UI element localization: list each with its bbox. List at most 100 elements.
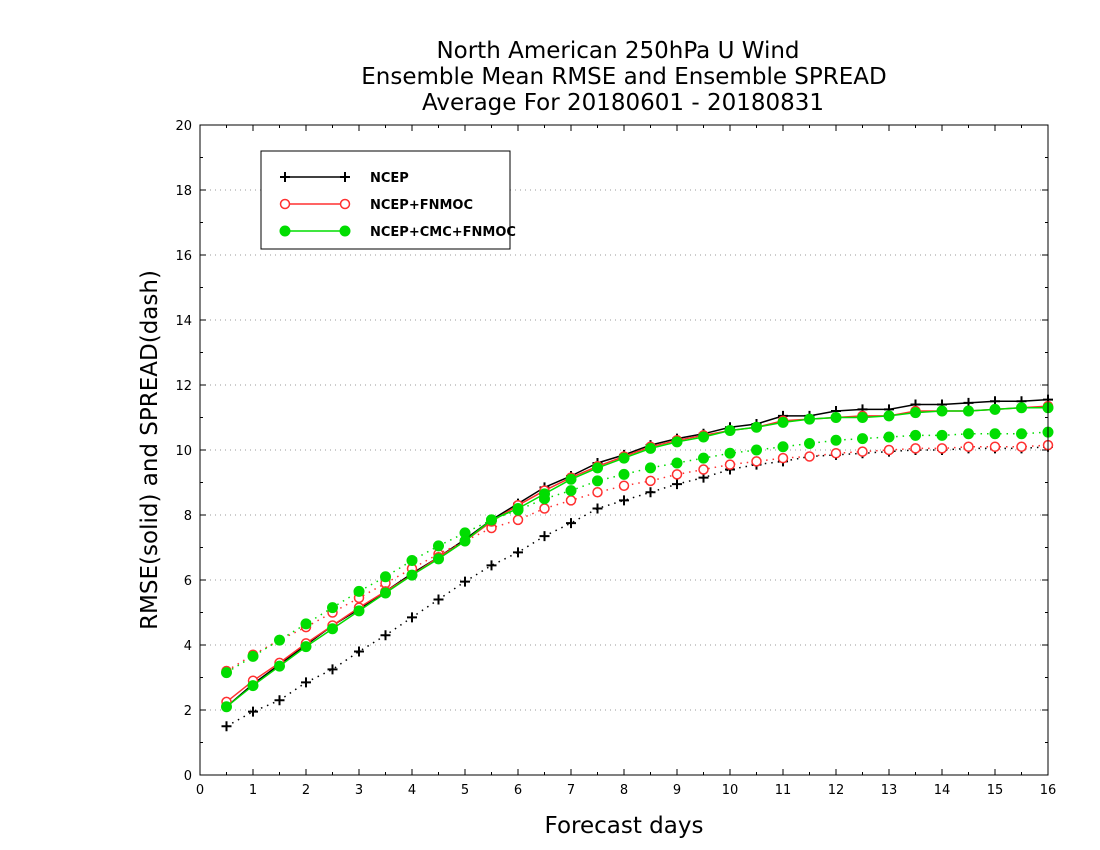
point-ncep-cmc-fnmoc-rmse: [592, 462, 603, 474]
point-ncep-cmc-fnmoc-rmse: [406, 569, 418, 581]
point-ncep-fnmoc-spread: [830, 448, 842, 459]
x-tick-label-2: 2: [302, 783, 310, 798]
x-tick-label-13: 13: [881, 783, 898, 798]
point-ncep-cmc-fnmoc-rmse: [698, 431, 709, 443]
point-ncep-cmc-fnmoc-rmse: [1016, 402, 1027, 414]
point-ncep-fnmoc-spread: [724, 459, 736, 470]
point-ncep-cmc-fnmoc-rmse: [777, 416, 789, 428]
x-tick-label-5: 5: [461, 783, 469, 798]
point-ncep-cmc-fnmoc-rmse: [645, 442, 656, 454]
point-ncep-cmc-fnmoc-spread: [565, 485, 577, 497]
point-ncep-spread: [539, 531, 550, 542]
x-tick-label-12: 12: [828, 783, 845, 798]
x-tick-label-14: 14: [934, 783, 951, 798]
point-ncep-cmc-fnmoc-spread: [751, 444, 762, 456]
point-ncep-cmc-fnmoc-spread: [804, 438, 815, 449]
y-axis-ticks: 0 2 4 6 8 10 12 14 16 18 20: [175, 119, 1048, 784]
legend-label-ncep-cmc-fnmoc: NCEP+CMC+FNMOC: [370, 225, 516, 240]
point-ncep-cmc-fnmoc-rmse: [433, 553, 444, 565]
point-ncep-fnmoc-spread: [645, 475, 656, 487]
point-ncep-spread: [433, 594, 444, 605]
y-tick-label-2: 2: [184, 704, 192, 719]
point-ncep-cmc-fnmoc-spread: [936, 429, 948, 441]
legend: NCEP NCEP+FNMOC NCEP+CMC+FNMOC: [260, 150, 516, 250]
legend-label-ncep-fnmoc: NCEP+FNMOC: [370, 198, 473, 213]
point-ncep-cmc-fnmoc-spread: [910, 429, 921, 441]
point-ncep-cmc-fnmoc-rmse: [380, 587, 391, 599]
series-ncep-spread-line: [226, 446, 1049, 727]
point-ncep-spread: [248, 706, 258, 717]
x-tick-label-3: 3: [355, 783, 363, 798]
legend-marker-end-ncep: [340, 172, 350, 182]
y-tick-label-18: 18: [175, 184, 192, 199]
point-ncep-cmc-fnmoc-rmse: [671, 436, 683, 448]
point-ncep-cmc-fnmoc-spread: [592, 475, 603, 487]
y-tick-label-14: 14: [175, 314, 192, 329]
point-ncep-cmc-fnmoc-spread: [777, 441, 789, 453]
point-ncep-cmc-fnmoc-rmse: [353, 605, 365, 617]
chart-title-line-3: Average For 20180601 - 20180831: [422, 90, 824, 116]
point-ncep-cmc-fnmoc-rmse: [804, 413, 815, 425]
point-ncep-fnmoc-spread: [777, 452, 789, 464]
point-ncep-cmc-fnmoc-rmse: [300, 641, 312, 653]
y-tick-label-12: 12: [175, 379, 192, 394]
point-ncep-cmc-fnmoc-rmse: [936, 405, 948, 417]
x-tick-label-8: 8: [620, 783, 628, 798]
point-ncep-spread: [301, 677, 311, 688]
point-ncep-fnmoc-spread: [1016, 441, 1027, 452]
point-ncep-cmc-fnmoc-rmse: [989, 403, 1001, 415]
point-ncep-cmc-fnmoc-rmse: [724, 425, 736, 436]
x-tick-label-15: 15: [987, 783, 1004, 798]
point-ncep-fnmoc-spread: [592, 487, 603, 498]
y-tick-label-20: 20: [175, 119, 192, 134]
point-ncep-fnmoc-spread: [565, 495, 577, 506]
point-ncep-cmc-fnmoc-rmse: [221, 701, 232, 713]
y-tick-label-16: 16: [175, 249, 192, 264]
x-tick-label-6: 6: [514, 783, 522, 798]
legend-marker-start-ncep-fnmoc: [279, 198, 291, 210]
series-layer: [221, 394, 1054, 732]
y-axis-label: RMSE(solid) and SPREAD(dash): [137, 270, 163, 630]
point-ncep-spread: [407, 612, 417, 623]
point-ncep-cmc-fnmoc-spread: [724, 447, 736, 459]
legend-marker-start-ncep-cmc-fnmoc: [279, 225, 291, 237]
y-tick-label-8: 8: [184, 509, 192, 524]
point-ncep-cmc-fnmoc-spread: [327, 602, 338, 614]
point-ncep-fnmoc-spread: [539, 503, 550, 514]
point-ncep-spread: [619, 495, 629, 506]
point-ncep-cmc-fnmoc-spread: [989, 428, 1001, 440]
point-ncep-cmc-fnmoc-spread: [645, 462, 656, 474]
x-tick-label-0: 0: [196, 783, 204, 798]
legend-label-ncep: NCEP: [370, 171, 409, 186]
series-ncep-rmse-line: [226, 398, 1049, 708]
x-axis-label: Forecast days: [545, 813, 704, 839]
x-tick-label-10: 10: [722, 783, 739, 798]
point-ncep-cmc-fnmoc-spread: [406, 555, 418, 566]
point-ncep-fnmoc-spread: [618, 480, 630, 491]
series-ncep-fnmoc-spread-line: [226, 444, 1049, 672]
point-ncep-cmc-fnmoc-spread: [433, 540, 444, 552]
legend-marker-start-ncep: [280, 172, 290, 182]
point-ncep-spread: [592, 503, 603, 514]
point-ncep-cmc-fnmoc-rmse: [486, 514, 497, 526]
x-tick-label-7: 7: [567, 783, 575, 798]
point-ncep-fnmoc-spread: [671, 469, 683, 480]
x-tick-label-1: 1: [249, 783, 257, 798]
point-ncep-spread: [672, 479, 682, 490]
point-ncep-fnmoc-spread: [883, 444, 895, 456]
point-ncep-cmc-fnmoc-rmse: [247, 680, 259, 692]
point-ncep-fnmoc-spread: [751, 456, 762, 467]
point-ncep-cmc-fnmoc-spread: [618, 468, 630, 480]
point-ncep-spread: [221, 721, 232, 732]
point-ncep-cmc-fnmoc-rmse: [327, 623, 338, 635]
y-tick-label-4: 4: [184, 639, 192, 654]
point-ncep-cmc-fnmoc-rmse: [565, 473, 577, 485]
point-ncep-fnmoc-spread: [804, 451, 815, 462]
point-ncep-cmc-fnmoc-spread: [671, 457, 683, 469]
x-tick-label-4: 4: [408, 783, 416, 798]
point-ncep-cmc-fnmoc-spread: [380, 571, 391, 583]
point-ncep-cmc-fnmoc-rmse: [963, 405, 974, 417]
point-ncep-cmc-fnmoc-spread: [1016, 428, 1027, 440]
point-ncep-fnmoc-spread: [963, 441, 974, 452]
